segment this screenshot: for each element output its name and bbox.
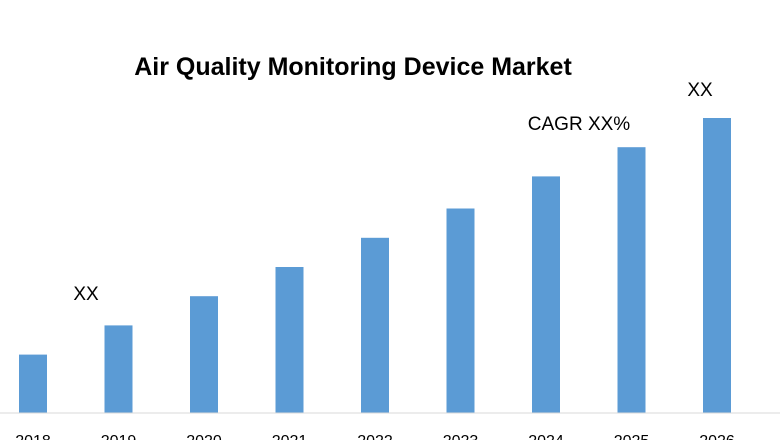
cagr-label: CAGR XX% xyxy=(528,114,631,135)
x-tick-label-2026: 2026 xyxy=(699,433,735,440)
x-tick-label-2024: 2024 xyxy=(528,433,564,440)
end-value-label: XX xyxy=(687,80,713,101)
bar-2026 xyxy=(703,118,731,413)
bar-2022 xyxy=(361,237,389,413)
bar-2018 xyxy=(19,354,47,413)
bar-2023 xyxy=(446,208,475,413)
bar-2020 xyxy=(190,296,218,413)
bars-group xyxy=(19,118,731,413)
x-tick-labels: 2018 2019 2020 2021 2022 2023 2024 2025 2026 xyxy=(15,433,735,440)
x-tick-label-2022: 2022 xyxy=(357,433,393,440)
start-value-label: XX xyxy=(73,284,99,305)
x-tick-label-2020: 2020 xyxy=(186,433,222,440)
chart-title: Air Quality Monitoring Device Market xyxy=(134,53,572,81)
x-tick-label-2018: 2018 xyxy=(15,433,51,440)
bar-2025 xyxy=(617,147,646,413)
bar-2019 xyxy=(104,325,133,413)
x-tick-label-2019: 2019 xyxy=(101,433,137,440)
x-tick-label-2023: 2023 xyxy=(443,433,479,440)
x-tick-label-2021: 2021 xyxy=(272,433,308,440)
bar-2024 xyxy=(532,176,560,413)
bar-2021 xyxy=(275,267,304,413)
x-tick-label-2025: 2025 xyxy=(614,433,650,440)
